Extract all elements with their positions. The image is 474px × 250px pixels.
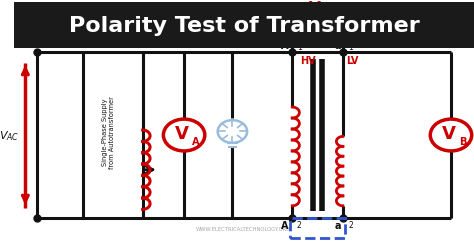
Text: HV: HV [301,56,316,66]
Bar [14,3,474,49]
Text: A: A [281,220,289,230]
Circle shape [164,120,205,151]
Text: 1: 1 [297,43,301,52]
Circle shape [430,120,472,151]
Text: C: C [323,10,329,19]
Bar [290,218,345,238]
Text: WWW.ELECTRICALTECHNOLOGY.ORG: WWW.ELECTRICALTECHNOLOGY.ORG [196,226,292,231]
Text: Polarity Test of Transformer: Polarity Test of Transformer [69,16,419,36]
Text: A: A [191,136,199,146]
Text: 2: 2 [348,220,353,229]
Circle shape [302,0,333,22]
Text: 2: 2 [297,220,301,229]
Text: A: A [281,40,289,50]
Text: V: V [442,125,456,143]
Text: 1: 1 [348,43,353,52]
Text: a: a [335,220,341,230]
Text: Single-Phase Supply
from Autotransformer: Single-Phase Supply from Autotransformer [101,96,115,168]
Circle shape [218,121,247,143]
Text: V: V [175,125,189,143]
Text: B: B [459,136,466,146]
Text: LV: LV [346,56,359,66]
Text: V: V [310,1,321,16]
Text: a: a [335,40,341,50]
Text: $V_{AC}$: $V_{AC}$ [0,128,19,142]
